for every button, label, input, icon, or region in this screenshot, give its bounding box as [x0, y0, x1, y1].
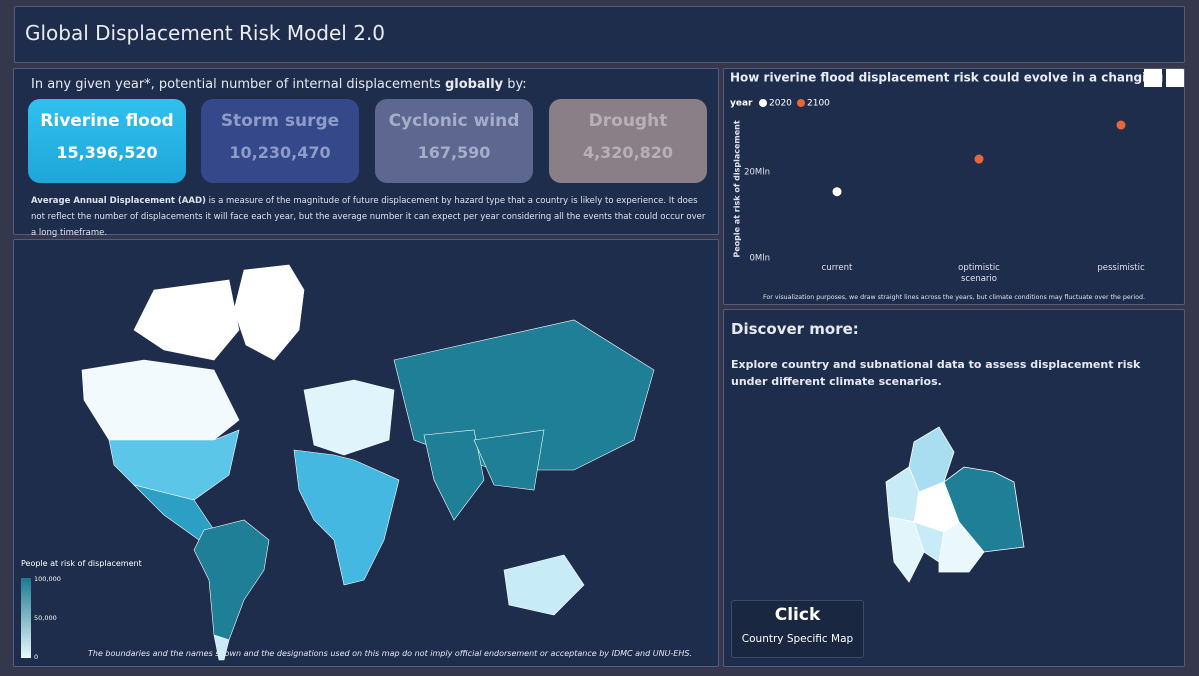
discover-title: Discover more:: [731, 320, 859, 338]
kpi-label: Riverine flood: [40, 111, 174, 131]
header: Global Displacement Risk Model 2.0: [14, 6, 1185, 63]
map-panel: People at risk of displacement 100,000 5…: [13, 239, 719, 667]
intro-prefix: In any given year*, potential number of …: [31, 77, 441, 92]
kpi-value: 10,230,470: [229, 143, 331, 162]
china: [473, 429, 545, 491]
kpi-value: 4,320,820: [582, 143, 674, 162]
europe: [303, 379, 395, 456]
chart-panel: How riverine flood displacement risk cou…: [723, 68, 1185, 305]
note-bold: Average Annual Displacement (AAD): [31, 196, 206, 206]
y-axis-label: People at risk of displacement: [733, 120, 742, 258]
legend-gradient: [21, 578, 31, 658]
legend-tick: 0: [34, 653, 38, 661]
chart-title: How riverine flood displacement risk cou…: [730, 71, 1184, 85]
legend-marker: [797, 99, 805, 107]
legend-title: year: [730, 99, 753, 109]
africa: [293, 449, 400, 586]
point: [974, 154, 984, 164]
point: [832, 187, 842, 197]
legend-tick: 50,000: [34, 614, 57, 622]
x-tick-label: current: [821, 263, 853, 273]
region: [888, 516, 925, 583]
chile: [213, 634, 230, 661]
intro-bold: globally: [444, 77, 504, 92]
legend-title: People at risk of displacement: [21, 559, 142, 568]
chart-footnote: For visualization purposes, we draw stra…: [763, 294, 1145, 301]
button-title: Click: [774, 605, 821, 625]
filter-icon[interactable]: [1144, 69, 1162, 87]
kpi-card[interactable]: Riverine flood 15,396,520: [28, 99, 186, 183]
kpi-card[interactable]: Cyclonic wind 167,590: [375, 99, 533, 183]
kpi-label: Drought: [588, 111, 668, 131]
intro: In any given year*, potential number of …: [31, 77, 527, 92]
discover-panel: Discover more: Explore country and subna…: [723, 309, 1185, 667]
australia: [503, 554, 585, 616]
usa: [108, 429, 240, 501]
greenland: [233, 264, 305, 361]
map-disclaimer: The boundaries and the names shown and t…: [88, 649, 692, 658]
world-map: People at risk of displacement 100,000 5…: [21, 264, 692, 661]
y-tick-label: 20Mln: [744, 167, 770, 177]
point: [1116, 120, 1126, 130]
x-tick-label: pessimistic: [1097, 263, 1145, 273]
kpi-card[interactable]: Drought 4,320,820: [549, 99, 707, 183]
kpi-card[interactable]: Storm surge 10,230,470: [201, 99, 359, 183]
page-title: Global Displacement Risk Model 2.0: [25, 21, 386, 45]
expand-icon[interactable]: [1166, 69, 1184, 87]
x-tick-label: optimistic scenario: [958, 263, 1000, 284]
chart: How riverine flood displacement risk cou…: [730, 69, 1184, 301]
legend-tick: 100,000: [34, 575, 61, 583]
button-subtitle: Country Specific Map: [741, 633, 854, 645]
kpi-label: Cyclonic wind: [388, 111, 520, 131]
y-tick-label: 0Mln: [750, 254, 771, 264]
canada: [81, 359, 240, 441]
legend-marker: [759, 99, 767, 107]
kpi-value: 167,590: [417, 143, 491, 162]
aad-note: Average Annual Displacement (AAD) is a m…: [31, 193, 711, 241]
countries: [81, 264, 655, 661]
intro-suffix: by:: [507, 77, 527, 92]
kpi-value: 15,396,520: [56, 143, 158, 162]
south-america: [193, 519, 270, 641]
india: [423, 429, 485, 521]
legend-label: 2100: [807, 99, 830, 109]
canada-north: [133, 279, 240, 361]
bolivia-map: [885, 426, 1025, 583]
discover-text: Explore country and subnational data to …: [731, 358, 1141, 388]
legend-label: 2020: [769, 99, 792, 109]
kpi-panel: In any given year*, potential number of …: [13, 68, 719, 238]
kpi-label: Storm surge: [220, 111, 340, 131]
country-map-button[interactable]: Click Country Specific Map: [731, 600, 864, 658]
note-text: is a measure of the magnitude of future …: [31, 196, 706, 238]
region: [938, 521, 985, 573]
